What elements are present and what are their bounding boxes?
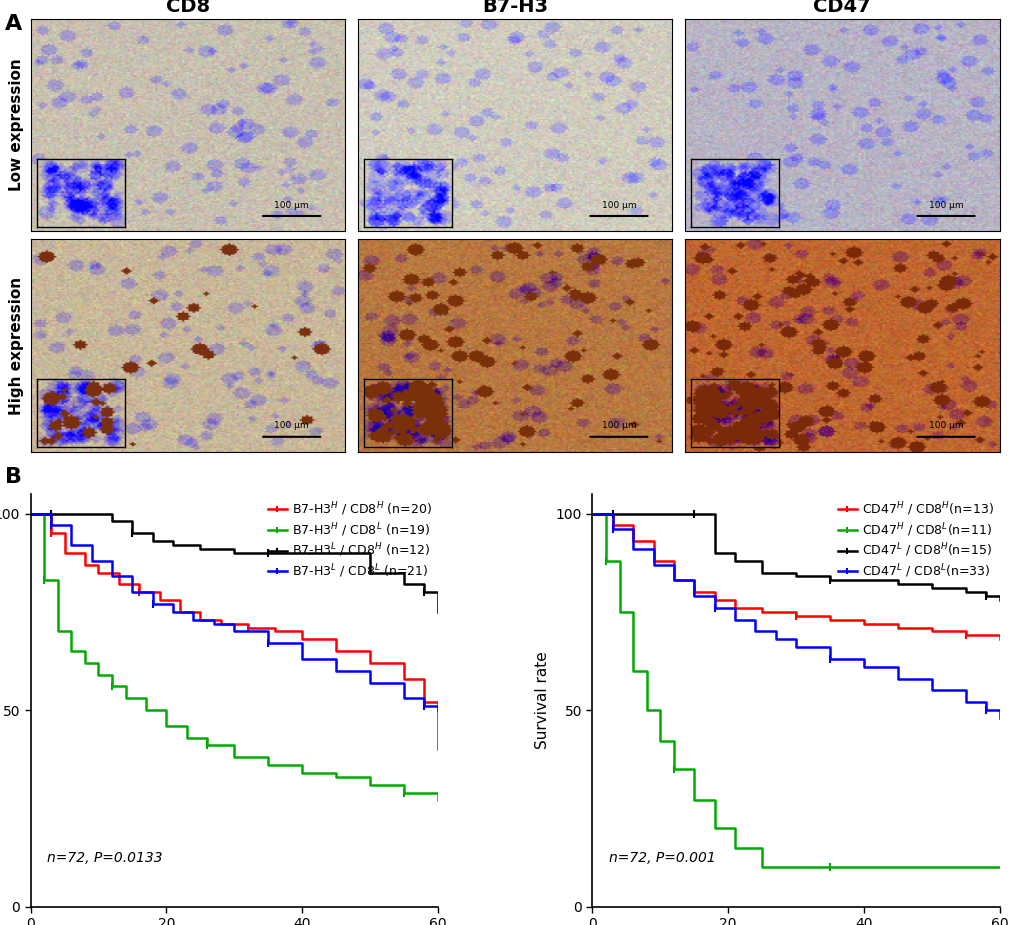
Title: B7-H3: B7-H3 (482, 0, 547, 16)
Y-axis label: Survival rate: Survival rate (535, 651, 549, 749)
Text: 100 μm: 100 μm (928, 201, 963, 210)
Text: 100 μm: 100 μm (601, 201, 636, 210)
Text: A: A (5, 14, 22, 34)
Y-axis label: Low expression: Low expression (8, 58, 23, 191)
Text: 100 μm: 100 μm (274, 201, 309, 210)
Title: CD47: CD47 (813, 0, 870, 16)
Legend: B7-H3$^H$ / CD8$^H$ (n=20), B7-H3$^H$ / CD8$^L$ (n=19), B7-H3$^L$ / CD8$^H$ (n=1: B7-H3$^H$ / CD8$^H$ (n=20), B7-H3$^H$ / … (263, 495, 436, 585)
Text: n=72, P=0.0133: n=72, P=0.0133 (47, 851, 162, 865)
Legend: CD47$^H$ / CD8$^H$(n=13), CD47$^H$ / CD8$^L$(n=11), CD47$^L$ / CD8$^H$(n=15), CD: CD47$^H$ / CD8$^H$(n=13), CD47$^H$ / CD8… (832, 495, 998, 585)
Text: 100 μm: 100 μm (928, 422, 963, 430)
Text: n=72, P=0.001: n=72, P=0.001 (608, 851, 714, 865)
Text: B: B (5, 467, 22, 487)
Text: 100 μm: 100 μm (601, 422, 636, 430)
Text: 100 μm: 100 μm (274, 422, 309, 430)
Y-axis label: High expression: High expression (8, 277, 23, 414)
Title: CD8: CD8 (166, 0, 210, 16)
